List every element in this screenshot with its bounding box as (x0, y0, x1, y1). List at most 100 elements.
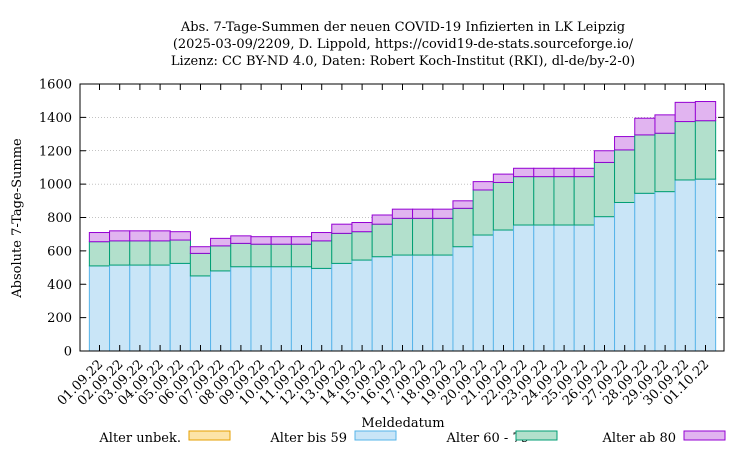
bar-under59 (674, 179, 696, 352)
bar-under59 (513, 224, 535, 352)
bar-under59 (391, 254, 414, 352)
y-tick-label: 1600 (39, 78, 72, 93)
bar-under59 (129, 264, 151, 352)
x-axis: 01.09.2202.09.2203.09.2204.09.2205.09.22… (55, 84, 712, 409)
bar-age60_79 (694, 120, 717, 180)
bar-age60_79 (533, 176, 555, 226)
bar-under59 (351, 259, 373, 352)
legend-label-unknown: Alter unbek. (98, 431, 181, 446)
bar-under59 (533, 224, 555, 352)
bar-under59 (452, 246, 474, 352)
bar-age60_79 (472, 189, 494, 236)
bar-age60_79 (654, 132, 676, 193)
bar-age60_79 (149, 240, 171, 266)
bar-age60_79 (573, 176, 595, 226)
bar-age60_79 (634, 134, 656, 194)
bar-over80 (311, 232, 333, 242)
bar-under59 (189, 275, 212, 352)
bar-under59 (88, 265, 111, 352)
bar-over80 (371, 214, 393, 225)
bar-over80 (149, 230, 171, 242)
bar-under59 (412, 254, 434, 352)
bar-under59 (614, 201, 636, 352)
bar-age60_79 (391, 217, 414, 256)
bar-under59 (149, 264, 171, 352)
legend: Alter unbek. Alter bis 59 Alter 60 - 79 Alt… (98, 430, 726, 446)
bar-age60_79 (371, 223, 393, 258)
bar-over80 (432, 208, 454, 219)
title-line-1: Abs. 7-Tage-Summen der neuen COVID-19 In… (180, 20, 625, 35)
bar-age60_79 (553, 176, 575, 226)
bar-under59 (654, 191, 676, 352)
bar-under59 (290, 266, 313, 352)
bar-under59 (230, 266, 252, 352)
bar-age60_79 (109, 240, 131, 266)
y-axis-label: Absolute 7-Tage-Summe (10, 138, 25, 299)
bar-under59 (472, 234, 494, 352)
bar-over80 (634, 117, 656, 136)
bar-age60_79 (230, 242, 252, 268)
bar-over80 (614, 136, 636, 151)
bar-under59 (593, 216, 616, 352)
bar-age60_79 (432, 217, 454, 256)
bar-over80 (674, 101, 696, 123)
bar-under59 (573, 224, 595, 352)
bar-over80 (250, 236, 272, 245)
chart-title: Abs. 7-Tage-Summen der neuen COVID-19 In… (171, 20, 635, 69)
bar-age60_79 (492, 181, 515, 231)
bar-under59 (694, 178, 717, 352)
bar-over80 (270, 236, 292, 245)
bar-age60_79 (129, 240, 151, 266)
bar-age60_79 (270, 243, 292, 268)
y-tick-label: 400 (47, 278, 72, 293)
bar-over80 (391, 208, 414, 219)
bar-age60_79 (311, 240, 333, 269)
bar-age60_79 (210, 245, 232, 272)
bar-over80 (492, 173, 515, 183)
bar-age60_79 (189, 252, 212, 277)
bar-age60_79 (290, 243, 313, 268)
bar-age60_79 (250, 243, 272, 268)
bar-under59 (311, 267, 333, 352)
bar-age60_79 (331, 232, 353, 264)
bar-over80 (694, 101, 717, 122)
bar-over80 (129, 230, 151, 242)
bar-age60_79 (593, 161, 616, 218)
bar-under59 (432, 254, 454, 352)
bar-age60_79 (674, 121, 696, 181)
bar-over80 (412, 208, 434, 219)
y-tick-label: 1000 (39, 178, 72, 193)
legend-swatch-under59 (354, 430, 397, 441)
bar-age60_79 (452, 207, 474, 248)
legend-label-age60_79: Alter 60 - 79 (445, 431, 529, 446)
bar-under59 (169, 262, 191, 352)
bar-under59 (634, 192, 656, 352)
bar-under59 (371, 256, 393, 352)
y-tick-label: 0 (64, 345, 72, 360)
bar-over80 (654, 114, 676, 134)
bar-under59 (210, 270, 232, 352)
x-axis-label: Meldedatum (361, 416, 444, 431)
bar-over80 (331, 223, 353, 234)
bar-over80 (210, 237, 232, 247)
y-tick-label: 200 (47, 311, 72, 326)
bar-under59 (270, 266, 292, 352)
bar-over80 (472, 181, 494, 191)
y-tick-label: 600 (47, 244, 72, 259)
bar-over80 (290, 236, 313, 245)
bar-age60_79 (351, 231, 373, 261)
y-tick-label: 1200 (39, 144, 72, 159)
bar-age60_79 (412, 217, 434, 256)
title-line-2: (2025-03-09/2209, D. Lippold, https://co… (173, 37, 634, 52)
y-axis: 0 200 400 600 800 1000 1200 1400 1600 (39, 78, 724, 360)
bar-under59 (331, 262, 353, 352)
bar-over80 (88, 232, 111, 243)
y-tick-label: 1400 (39, 111, 72, 126)
bar-under59 (250, 266, 272, 352)
legend-label-over80: Alter ab 80 (601, 431, 676, 446)
bar-under59 (553, 224, 575, 352)
bar-over80 (573, 167, 595, 178)
bars-layer (88, 101, 717, 352)
bar-under59 (492, 229, 515, 352)
bar-age60_79 (169, 239, 191, 264)
